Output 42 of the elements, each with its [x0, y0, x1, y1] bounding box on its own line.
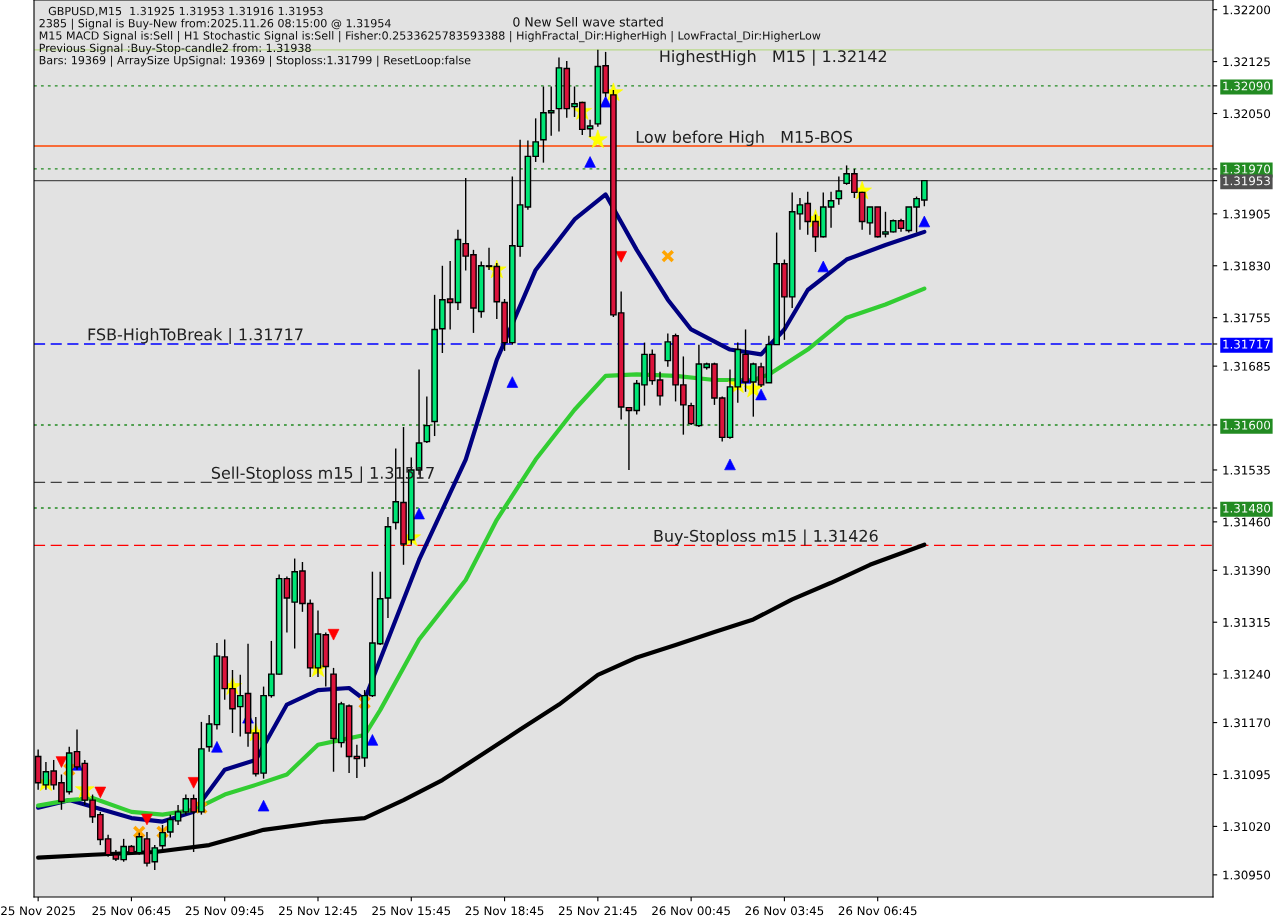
annotation: 2385 | Signal is Buy-New from:2025.11.26 08:15:00 @ 1.31954 [39, 18, 391, 30]
y-tick-label: 1.31755 [1223, 313, 1270, 323]
y-tick-label: 1.31717 [1223, 339, 1270, 349]
y-tick-label: 1.31020 [1223, 822, 1271, 832]
x-tick-label: 26 Nov 00:45 [652, 906, 730, 916]
y-tick-label: 1.31170 [1223, 718, 1271, 728]
annotation: Bars: 19369 | ArraySize UpSignal: 19369 | Stoploss:1.31799 | ResetLoop:false [39, 55, 471, 67]
y-tick-label: 1.31953 [1223, 176, 1270, 186]
y-tick-label: 1.31460 [1223, 517, 1271, 527]
x-tick-label: 25 Nov 06:45 [92, 906, 171, 916]
x-tick-label: 26 Nov 06:45 [838, 906, 917, 916]
y-tick-label: 1.31685 [1223, 361, 1270, 371]
y-tick-label: 1.31390 [1223, 566, 1271, 575]
y-tick-label: 1.31970 [1223, 164, 1271, 174]
x-tick-label: 25 Nov 21:45 [558, 906, 637, 916]
y-tick-label: 1.32200 [1223, 5, 1271, 15]
x-tick-label: 25 Nov 18:45 [465, 906, 544, 916]
x-tick-label: 25 Nov 12:45 [279, 906, 357, 916]
y-tick-label: 1.32090 [1223, 81, 1271, 91]
ref-line-label: FSB-HighToBreak | 1.31717 [88, 328, 303, 344]
x-tick-label: 25 Nov 15:45 [372, 906, 451, 916]
y-tick-label: 1.32125 [1223, 57, 1270, 67]
x-tick-label: 25 Nov 09:45 [185, 906, 264, 916]
x-tick-label: 26 Nov 03:45 [745, 906, 824, 916]
y-tick-label: 1.31830 [1223, 261, 1271, 271]
annotation: M15 MACD Signal is:Sell | H1 Stochastic Signal is:Sell | Fisher:0.2533625783593388 | HighFractal_Dir:HigherHigh | LowFractal_Dir:HigherLow [39, 31, 821, 43]
ref-line-label: HighestHigh M15 | 1.32142 [660, 49, 887, 66]
y-tick-label: 1.31535 [1223, 465, 1270, 475]
ref-line-label: Low before High M15-BOS [636, 130, 853, 147]
y-tick-label: 1.31315 [1223, 617, 1270, 627]
y-tick-label: 1.31600 [1223, 420, 1271, 430]
annotation: GBPUSD,M15 1.31925 1.31953 1.31916 1.31953 [48, 6, 323, 17]
annotation: Previous Signal :Buy-Stop-candle2 from: 1.31938 [39, 43, 311, 55]
y-tick-label: 1.31240 [1223, 669, 1271, 679]
ref-line-label: Buy-Stoploss m15 | 1.31426 [654, 529, 878, 546]
y-tick-label: 1.32050 [1223, 109, 1271, 119]
y-tick-label: 1.31905 [1223, 209, 1270, 219]
y-tick-label: 1.31480 [1223, 503, 1271, 513]
x-tick-label: 25 Nov 2025 [1, 906, 75, 916]
y-tick-label: 1.30950 [1223, 870, 1271, 880]
y-tick-label: 1.31095 [1223, 770, 1270, 780]
annotation: 0 New Sell wave started [513, 16, 663, 27]
